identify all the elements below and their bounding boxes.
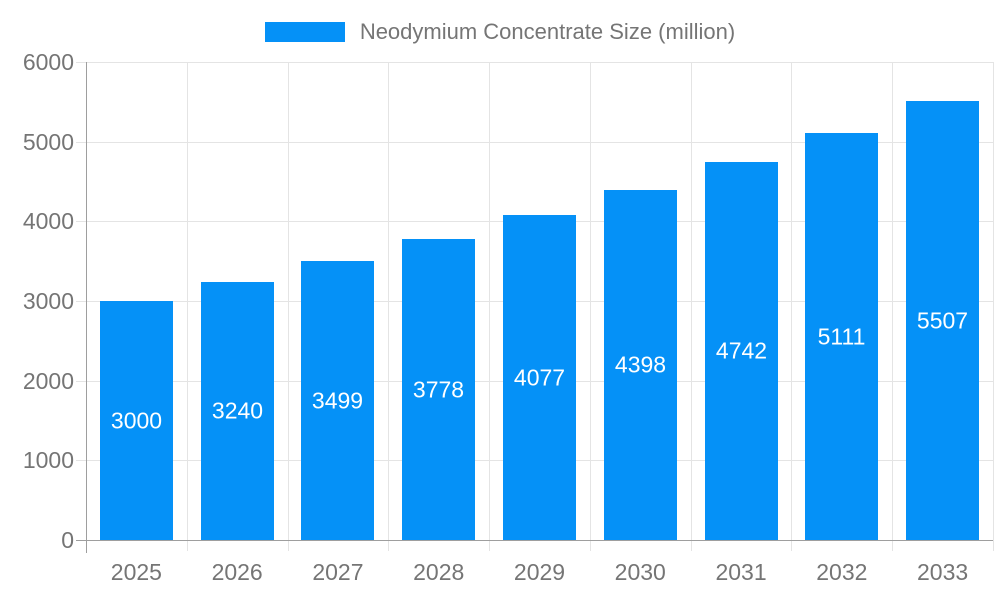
x-axis-tick [489, 540, 490, 551]
x-axis-line [86, 540, 993, 541]
x-axis-tick-label: 2033 [917, 559, 969, 585]
x-axis-tick-label: 2031 [715, 559, 767, 585]
y-axis-tick [76, 62, 86, 63]
x-axis-tick [892, 540, 893, 551]
bar-value-label: 5111 [817, 323, 866, 349]
x-axis-tick [187, 540, 188, 551]
gridline-horizontal [86, 142, 993, 143]
x-axis-tick-label: 2030 [614, 559, 666, 585]
gridline-vertical [489, 62, 490, 540]
bar[interactable]: 5111 [805, 133, 878, 540]
gridline-vertical [993, 62, 994, 540]
gridline-vertical [892, 62, 893, 540]
bar-value-label: 4398 [614, 351, 667, 378]
y-axis-tick-label: 2000 [22, 368, 74, 394]
y-axis-tick [76, 460, 86, 461]
bar-value-label: 3000 [110, 407, 163, 433]
y-axis-tick [76, 540, 86, 541]
bar[interactable]: 3000 [100, 301, 173, 540]
bar-value-label: 4742 [715, 337, 768, 364]
y-axis-tick-label: 0 [61, 527, 74, 553]
bar[interactable]: 3778 [402, 239, 475, 540]
x-axis-tick-label: 2029 [513, 559, 566, 585]
x-axis-tick [993, 540, 994, 551]
y-axis-tick-label: 1000 [22, 447, 74, 473]
y-axis-tick [76, 381, 86, 382]
x-axis-tick [590, 540, 591, 551]
y-axis-tick [76, 142, 86, 143]
bar[interactable]: 4398 [604, 190, 677, 540]
bar-value-label: 3778 [412, 376, 465, 402]
bar[interactable]: 4077 [503, 215, 576, 540]
bar-value-label: 3240 [211, 397, 264, 424]
legend-swatch [264, 22, 345, 42]
bar[interactable]: 3240 [201, 282, 274, 540]
x-axis-tick [388, 540, 389, 551]
x-axis-tick-label: 2028 [413, 559, 465, 585]
gridline-vertical [691, 62, 692, 540]
legend-label: Neodymium Concentrate Size (million) [359, 19, 736, 44]
bar[interactable]: 5507 [906, 101, 979, 540]
x-axis-tick-label: 2025 [110, 559, 162, 585]
x-axis-tick [288, 540, 289, 551]
bar-value-label: 3499 [311, 387, 364, 413]
bar-value-label: 5507 [916, 307, 969, 333]
x-axis-tick [691, 540, 692, 551]
y-axis-tick-label: 5000 [22, 129, 74, 155]
chart-legend[interactable]: Neodymium Concentrate Size (million) [0, 18, 1000, 46]
y-axis-line [86, 62, 87, 553]
gridline-vertical [590, 62, 591, 540]
bar[interactable]: 3499 [301, 261, 374, 540]
y-axis-tick-label: 4000 [22, 208, 74, 234]
y-axis-tick [76, 301, 86, 302]
x-axis-tick-label: 2026 [211, 559, 263, 585]
y-axis-tick [76, 221, 86, 222]
gridline-vertical [791, 62, 792, 540]
gridline-vertical [187, 62, 188, 540]
x-axis-tick [791, 540, 792, 551]
bar[interactable]: 4742 [705, 162, 778, 540]
gridline-horizontal [86, 62, 993, 63]
x-axis-tick-label: 2027 [312, 559, 364, 585]
gridline-vertical [288, 62, 289, 540]
y-axis-tick-label: 3000 [22, 288, 74, 314]
gridline-vertical [388, 62, 389, 540]
bar-value-label: 4077 [513, 364, 566, 390]
x-axis-tick-label: 2032 [816, 559, 868, 585]
y-axis-tick-label: 6000 [22, 49, 74, 75]
